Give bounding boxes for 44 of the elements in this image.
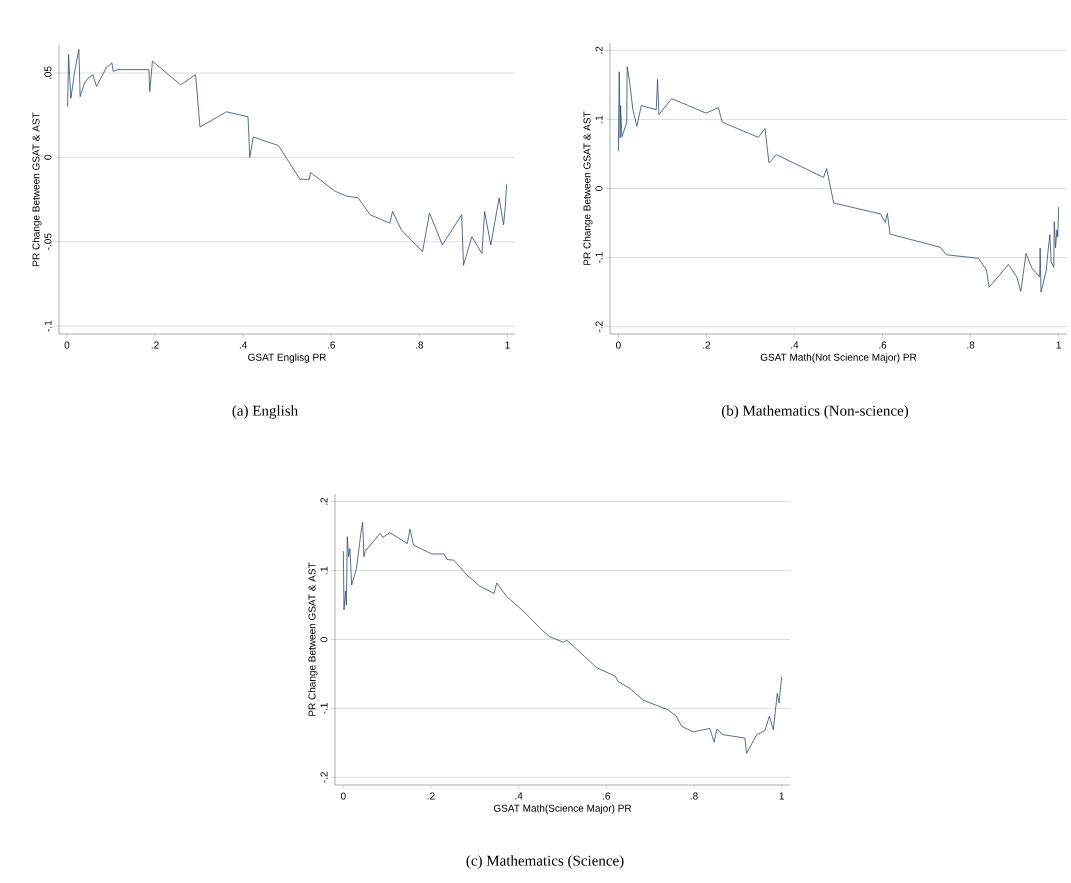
x-tick-label: .6 [328,341,336,349]
y-tick-label: -.2 [320,772,328,783]
line-series [617,66,1060,293]
x-tick-label: .8 [967,341,975,349]
x-axis-title: GSAT Englisg PR [248,353,326,363]
y-tick-label: -.1 [44,320,52,332]
y-tick-label: -.05 [44,233,52,250]
text: (b) Mathematics (Non-science) [721,405,909,419]
y-tick-label: 0 [595,186,603,191]
y-axis-title: PR Change Between GSAT & AST [32,112,42,266]
x-tick-label: .2 [151,341,159,349]
y-tick-label: .1 [595,115,603,123]
y-tick-label: -.2 [595,321,603,333]
x-axis-title: GSAT Math(Science Major) PR [493,804,632,814]
x-tick-label: 1 [505,341,510,349]
x-tick-label: 0 [64,341,70,349]
y-tick-label: .2 [320,497,328,505]
y-tick-label: 0 [44,154,52,160]
line-series [342,521,783,754]
x-tick-label: .8 [416,341,424,349]
x-tick-label: 0 [340,792,346,800]
y-tick-label: .1 [320,566,328,574]
x-tick-label: .4 [239,341,248,349]
y-tick-label: 0 [320,637,328,642]
x-tick-label: .6 [603,792,611,800]
x-tick-label: 1 [779,792,784,800]
y-axis-title: PR Change Between GSAT & AST [583,111,593,265]
x-tick-label: .2 [427,792,435,800]
x-tick-label: .4 [515,792,523,800]
x-axis-title: GSAT Math(Not Science Major) PR [760,353,917,363]
x-tick-label: .2 [703,341,711,349]
x-tick-label: .8 [690,792,698,800]
text: (a) English [232,405,298,419]
x-tick-label: 0 [615,341,621,349]
y-tick-label: -.1 [320,703,328,714]
line-series [67,48,508,266]
x-tick-label: .4 [791,341,799,349]
y-tick-label: -.1 [595,252,603,263]
text: (c) Mathematics (Science) [466,855,624,869]
x-tick-label: 1 [1056,341,1061,349]
y-axis-title: PR Change Between GSAT & AST [308,562,318,716]
y-tick-label: .2 [595,46,603,54]
x-tick-label: .6 [879,341,887,349]
y-tick-label: .05 [44,66,52,80]
